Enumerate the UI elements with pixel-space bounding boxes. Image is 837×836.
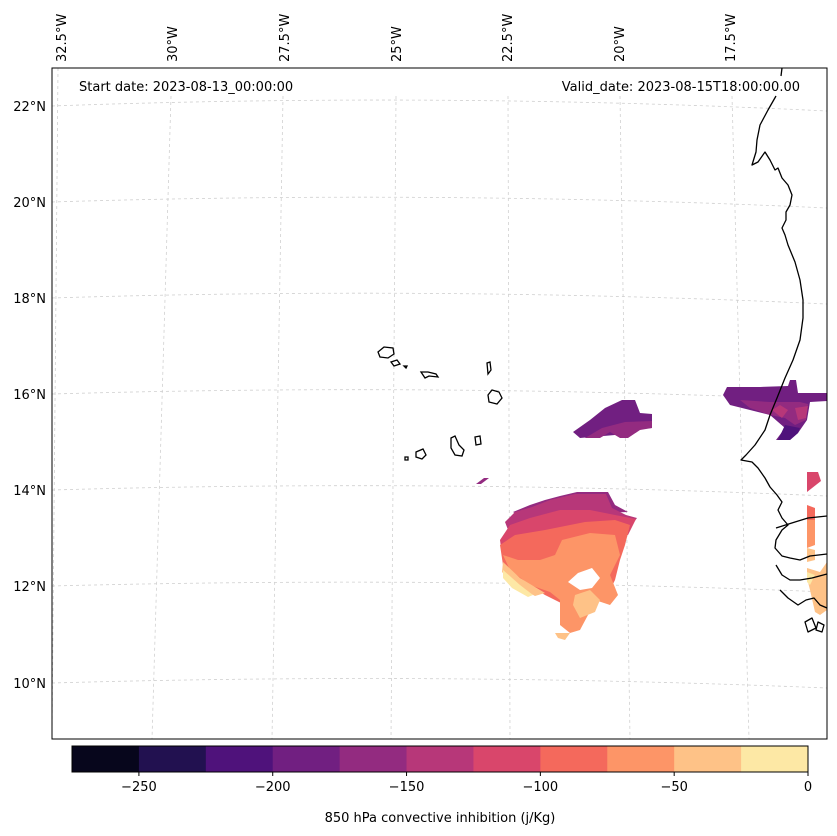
- lon-tick-label: 25°W: [390, 26, 405, 62]
- contour-fill-m0: [503, 570, 533, 597]
- colorbar-segment: [741, 746, 809, 772]
- lat-tick-label: 22°N: [13, 100, 46, 115]
- lon-tick-label: 30°W: [166, 26, 181, 62]
- colorbar-segment: [339, 746, 408, 772]
- colorbar-segment: [205, 746, 274, 772]
- lat-tick-label: 12°N: [13, 580, 46, 595]
- gridline-lon: [619, 95, 631, 740]
- lat-tick-label: 10°N: [13, 677, 46, 692]
- colorbar-ticks: −250 −200 −150 −100 −50 0: [121, 772, 812, 795]
- gridline-lon: [390, 95, 397, 740]
- contour-fill-m175: [585, 421, 652, 438]
- contour-fill-m175: [476, 478, 489, 484]
- lat-tick-label: 16°N: [13, 388, 46, 403]
- coastline-africa: [740, 67, 828, 633]
- valid-date-label: Valid_date: 2023-08-15T18:00:00.00: [562, 80, 800, 95]
- colorbar-segment: [607, 746, 675, 772]
- gridline-lon: [271, 95, 284, 740]
- contour-fill-m150: [772, 405, 808, 420]
- lon-tick-label: 32.5°W: [55, 14, 70, 62]
- colorbar-segment: [473, 746, 541, 772]
- colorbar-segment: [406, 746, 474, 772]
- lat-tick-label: 20°N: [13, 196, 46, 211]
- island-boa-vista: [487, 389, 503, 405]
- colorbar-label: 850 hPa convective inhibition (j/Kg): [325, 811, 556, 826]
- lon-tick-label: 22.5°W: [501, 14, 516, 62]
- contour-fill-m200: [778, 425, 800, 440]
- island-brava: [404, 456, 409, 461]
- longitude-ticks: 32.5°W 30°W 27.5°W 25°W 22.5°W 20°W 17.5…: [55, 14, 739, 62]
- colorbar-segment: [272, 746, 341, 772]
- colorbar-tick-label: −150: [389, 780, 425, 795]
- colorbar-segment: [138, 746, 207, 772]
- gridline-lat: [51, 196, 828, 209]
- gridline-lat: [51, 581, 828, 593]
- lat-tick-label: 18°N: [13, 292, 46, 307]
- gridline-lon: [731, 95, 750, 740]
- island-santo-antao: [377, 346, 395, 359]
- colorbar-tick-label: 0: [804, 780, 812, 795]
- gridline-lat: [51, 389, 828, 401]
- colorbar-tick-label: −50: [660, 780, 687, 795]
- colorbar-segment: [72, 746, 140, 772]
- island-sal: [486, 361, 492, 376]
- island-santiago: [450, 435, 465, 457]
- gridline-lat: [51, 99, 828, 112]
- island-fogo: [415, 448, 427, 460]
- map-area[interactable]: [52, 68, 827, 739]
- latitude-ticks: 22°N 20°N 18°N 16°N 14°N 12°N 10°N: [13, 100, 46, 692]
- lon-tick-label: 27.5°W: [278, 14, 293, 62]
- gridline-lon: [51, 67, 59, 740]
- lon-tick-label: 20°W: [613, 26, 628, 62]
- contour-gap: [568, 568, 600, 590]
- colorbar-segment: [674, 746, 742, 772]
- contour-fill-m50: [807, 520, 815, 548]
- gridline-lon: [151, 95, 172, 740]
- map-frame: [51, 67, 828, 740]
- colorbar-segment: [540, 746, 608, 772]
- gridline-lon: [507, 95, 511, 740]
- colorbar-border: [71, 745, 809, 773]
- lon-tick-label: 17.5°W: [724, 14, 739, 62]
- gridline-lat: [51, 292, 828, 305]
- lat-tick-label: 14°N: [13, 484, 46, 499]
- contour-fills: [476, 380, 827, 640]
- cape-verde-islands: [377, 346, 503, 461]
- island-maio: [474, 435, 482, 446]
- contour-fill-m25: [502, 562, 600, 640]
- gridline-lat: [51, 678, 828, 689]
- colorbar-tick-label: −200: [255, 780, 291, 795]
- gridlines: [51, 67, 828, 740]
- colorbar-tick-label: −100: [523, 780, 559, 795]
- colorbar-tick-label: −250: [121, 780, 157, 795]
- gridline-lat: [51, 485, 828, 497]
- island-sao-nicolau: [419, 371, 440, 379]
- contour-fill-m100: [807, 472, 821, 492]
- island-sao-vicente: [389, 359, 402, 367]
- colorbar: [71, 745, 809, 773]
- start-date-label: Start date: 2023-08-13_00:00:00: [79, 80, 293, 95]
- island-santa-luzia: [402, 365, 409, 370]
- contour-fill-m175: [740, 400, 808, 425]
